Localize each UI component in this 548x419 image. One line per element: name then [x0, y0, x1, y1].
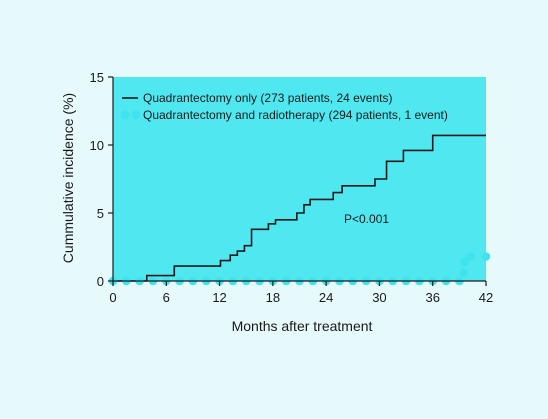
- y-tick-label: 5: [97, 206, 104, 221]
- series-point-radiotherapy: [460, 257, 469, 267]
- legend-label-series-1: Quadrantectomy only (273 patients, 24 ev…: [143, 91, 392, 105]
- x-tick-label: 0: [109, 290, 116, 305]
- series-point-radiotherapy: [481, 252, 491, 261]
- x-tick-label: 36: [425, 290, 439, 305]
- legend-dot-swatch: [120, 110, 130, 120]
- y-axis-label: Cummulative incidence (%): [60, 93, 76, 263]
- series-point-radiotherapy: [466, 252, 476, 261]
- x-tick-label: 30: [372, 290, 386, 305]
- x-tick-label: 6: [163, 290, 170, 305]
- y-tick-label: 15: [90, 70, 104, 85]
- series-line-quadrantectomy-only: [113, 134, 486, 282]
- y-tick-label: 10: [90, 138, 104, 153]
- x-tick-label: 42: [479, 290, 493, 305]
- series-point-radiotherapy: [459, 268, 469, 278]
- axes-layer: 0 6 12 18 24 30 36 42 0 5 10 15: [90, 70, 494, 305]
- legend-dot-swatch: [131, 110, 141, 120]
- p-value-annotation: P<0.001: [344, 212, 389, 226]
- x-tick-label: 12: [212, 290, 226, 305]
- x-tick-label: 24: [319, 290, 333, 305]
- x-tick-label: 18: [266, 290, 280, 305]
- legend: Quadrantectomy only (273 patients, 24 ev…: [120, 91, 448, 122]
- legend-label-series-2: Quadrantectomy and radiotherapy (294 pat…: [143, 108, 448, 122]
- y-tick-label: 0: [97, 274, 104, 289]
- plot-panel: [113, 77, 486, 281]
- x-axis-label: Months after treatment: [232, 318, 373, 334]
